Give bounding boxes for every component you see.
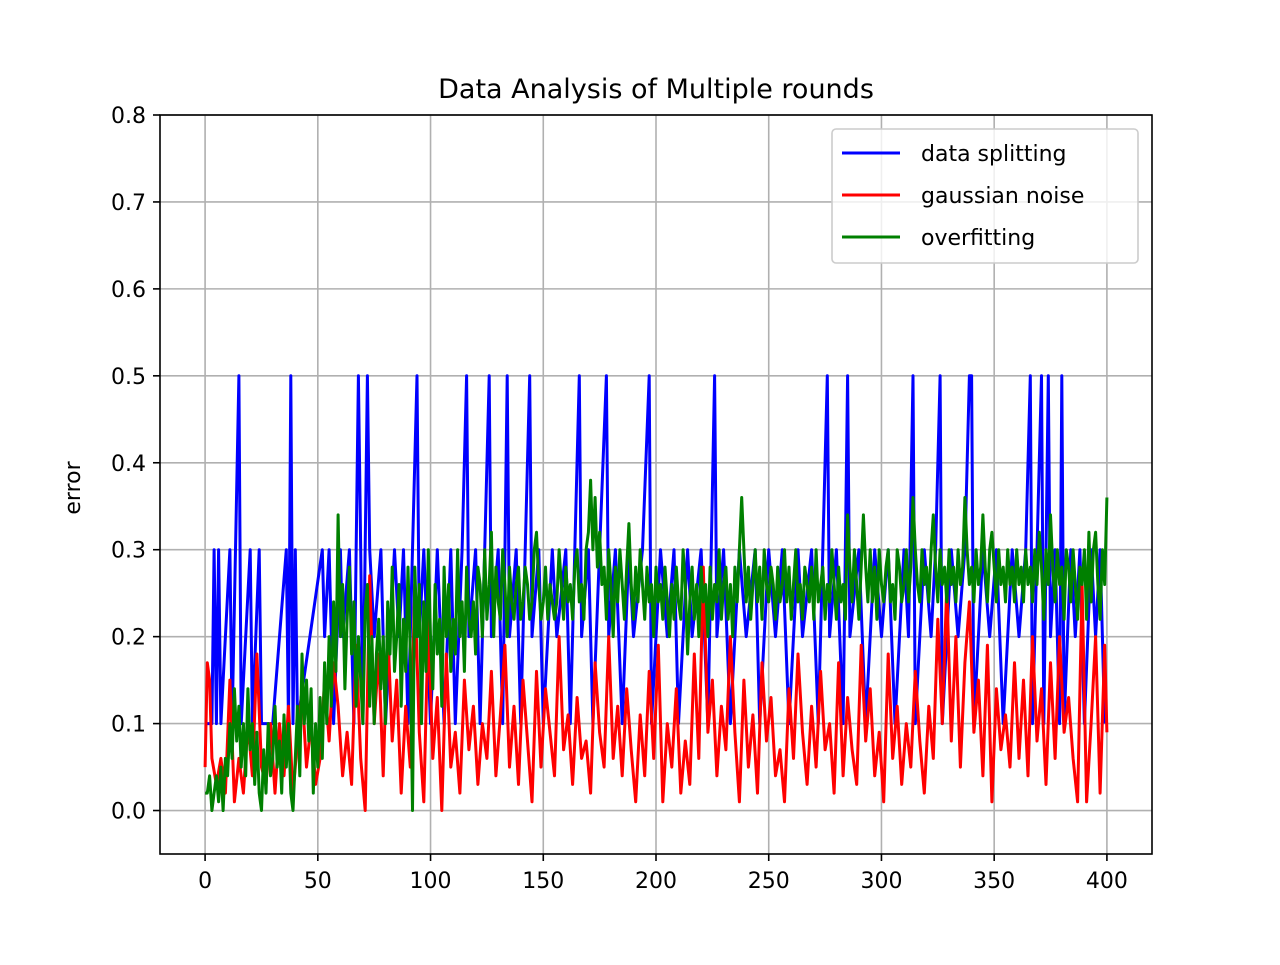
- y-tick-label: 0.0: [111, 800, 146, 825]
- x-tick-label: 350: [973, 869, 1015, 894]
- x-tick-label: 250: [748, 869, 790, 894]
- y-tick-label: 0.7: [111, 191, 146, 216]
- legend-label: overfitting: [921, 226, 1035, 251]
- series-line-gaussian-noise: [203, 565, 1109, 812]
- y-tick-label: 0.4: [111, 452, 146, 477]
- y-tick-label: 0.1: [111, 713, 146, 738]
- legend-entries: data splitting gaussian noise overfitting: [842, 142, 1084, 251]
- legend-label: gaussian noise: [921, 184, 1084, 209]
- legend-label: data splitting: [921, 142, 1066, 167]
- x-tick-label: 0: [198, 869, 212, 894]
- series-line-overfitting: [205, 478, 1109, 812]
- x-tick-label: 300: [860, 869, 902, 894]
- x-tick-label: 400: [1086, 869, 1128, 894]
- legend-box: [831, 128, 1139, 264]
- y-axis-label: error: [61, 460, 86, 514]
- series-lines: [203, 374, 1109, 812]
- x-tick-label: 50: [304, 869, 332, 894]
- chart-title: Data Analysis of Multiple rounds: [438, 74, 874, 105]
- x-tick-label: 200: [635, 869, 677, 894]
- legend: data splitting gaussian noise overfitting: [831, 128, 1139, 264]
- x-tick-label: 100: [410, 869, 452, 894]
- y-tick-label: 0.8: [111, 104, 146, 129]
- y-tick-label: 0.6: [111, 278, 146, 303]
- y-tick-label: 0.5: [111, 365, 146, 390]
- y-tick-label: 0.2: [111, 626, 146, 651]
- x-tick-label: 150: [522, 869, 564, 894]
- y-tick-label: 0.3: [111, 539, 146, 564]
- axis-ticks: 0 50 100 150 200 250 300 350 400 0.0 0.1 0.2 0.3 0.4 0…: [111, 104, 1128, 894]
